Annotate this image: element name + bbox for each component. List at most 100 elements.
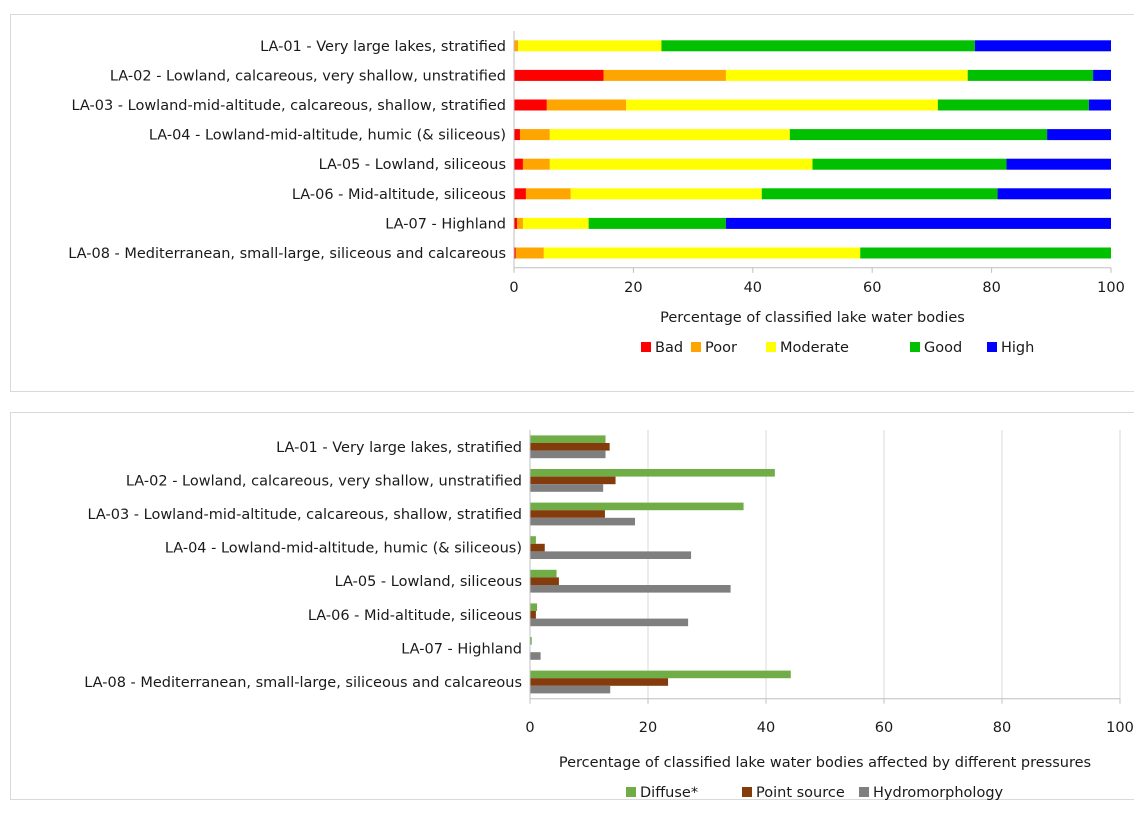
status-legend-swatch (910, 342, 920, 352)
status-bar-good (661, 40, 975, 52)
pressures-x-axis-title: Percentage of classified lake water bodi… (559, 755, 1091, 771)
status-x-tick-label: 60 (863, 280, 881, 296)
pressures-x-tick-label: 100 (1106, 720, 1134, 736)
status-bar-good (761, 188, 998, 200)
status-bar-poor (603, 69, 726, 81)
pressures-category-label: LA-03 - Lowland-mid-altitude, calcareous… (87, 507, 522, 523)
status-bar-bad (514, 158, 523, 170)
status-legend-label: Moderate (780, 340, 849, 356)
pressures-legend-swatch (626, 787, 636, 797)
status-bar-bad (514, 188, 526, 200)
status-bar-moderate (570, 188, 762, 200)
status-bar-moderate (549, 129, 790, 141)
pressures-bar-diffuse- (530, 637, 532, 645)
pressures-x-tick-label: 60 (875, 720, 893, 736)
pressures-bar-diffuse- (530, 603, 538, 611)
status-bar-high (1093, 69, 1111, 81)
pressures-bar-point-source (530, 443, 610, 451)
status-category-label: LA-04 - Lowland-mid-altitude, humic (& s… (149, 128, 506, 144)
pressures-bar-point-source (530, 678, 669, 686)
pressures-x-tick-label: 0 (525, 720, 534, 736)
status-bar-good (860, 247, 1111, 259)
status-x-tick-label: 0 (509, 280, 518, 296)
status-bar-moderate (522, 217, 589, 229)
status-legend-label: Bad (655, 340, 683, 356)
pressures-legend-label: Point source (756, 785, 845, 801)
pressures-x-tick-label: 20 (639, 720, 657, 736)
status-x-axis-title: Percentage of classified lake water bodi… (660, 310, 965, 326)
status-x-tick-label: 40 (744, 280, 762, 296)
status-legend-swatch (766, 342, 776, 352)
status-category-label: LA-03 - Lowland-mid-altitude, calcareous… (71, 98, 506, 114)
pressures-bar-point-source (530, 543, 545, 552)
status-bar-high (725, 217, 1111, 229)
pressures-legend-label: Diffuse* (640, 785, 698, 801)
pressures-bar-hydromorphology (530, 618, 689, 627)
status-legend-label: Poor (705, 340, 737, 356)
status-category-label: LA-05 - Lowland, siliceous (319, 157, 506, 173)
status-x-tick-label: 20 (624, 280, 642, 296)
pressures-bar-diffuse- (530, 469, 775, 477)
status-bar-bad (514, 69, 604, 81)
pressures-bar-hydromorphology (530, 450, 606, 459)
pressures-category-label: LA-05 - Lowland, siliceous (335, 574, 522, 590)
status-category-label: LA-07 - Highland (385, 216, 506, 232)
status-bar-poor (514, 40, 519, 52)
status-bar-moderate (543, 247, 861, 259)
pressures-bar-hydromorphology (530, 517, 636, 526)
pressures-bar-point-source (530, 611, 536, 619)
status-legend-swatch (641, 342, 651, 352)
status-category-label: LA-06 - Mid-altitude, siliceous (292, 187, 506, 203)
status-legend-label: Good (924, 340, 962, 356)
status-bar-good (789, 129, 1048, 141)
pressures-category-label: LA-02 - Lowland, calcareous, very shallo… (126, 473, 522, 489)
pressures-bar-hydromorphology (530, 484, 604, 492)
pressures-category-label: LA-07 - Highland (401, 641, 522, 657)
pressures-bar-diffuse- (530, 502, 744, 511)
pressures-bar-diffuse- (530, 536, 536, 544)
pressures-category-label: LA-06 - Mid-altitude, siliceous (308, 608, 522, 624)
status-bar-poor (515, 247, 544, 259)
pressures-x-tick-label: 40 (757, 720, 775, 736)
pressures-x-tick-label: 80 (993, 720, 1011, 736)
pressures-bar-hydromorphology (530, 585, 731, 593)
pressures-legend-swatch (859, 787, 869, 797)
status-bar-moderate (626, 99, 938, 111)
status-bar-high (1088, 99, 1111, 111)
status-bar-poor (525, 188, 571, 200)
pressures-bar-diffuse- (530, 435, 606, 443)
pressures-legend-label: Hydromorphology (873, 785, 1004, 801)
status-bar-poor (516, 217, 523, 229)
status-bar-high (974, 40, 1111, 52)
status-bar-moderate (549, 158, 813, 170)
pressures-bar-point-source (530, 577, 559, 585)
status-bar-high (997, 188, 1111, 200)
status-bar-good (812, 158, 1007, 170)
status-x-tick-label: 100 (1097, 280, 1125, 296)
status-legend-label: High (1001, 340, 1034, 356)
status-category-label: LA-01 - Very large lakes, stratified (260, 39, 506, 55)
pressures-bar-hydromorphology (530, 652, 541, 660)
status-legend-swatch (691, 342, 701, 352)
pressures-bar-point-source (530, 510, 605, 518)
status-bar-high (1006, 158, 1111, 170)
status-bar-good (588, 217, 726, 229)
status-bar-bad (514, 217, 517, 229)
pressures-bar-hydromorphology (530, 685, 611, 694)
pressures-bar-point-source (530, 476, 616, 485)
status-bar-bad (514, 99, 547, 111)
status-legend-swatch (987, 342, 997, 352)
status-bar-good (967, 69, 1094, 81)
pressures-bar-hydromorphology (530, 551, 692, 559)
status-bar-poor (546, 99, 627, 111)
status-bar-moderate (725, 69, 968, 81)
status-bar-bad (514, 129, 520, 141)
pressures-category-label: LA-04 - Lowland-mid-altitude, humic (& s… (165, 541, 522, 557)
status-bar-moderate (518, 40, 662, 52)
pressures-legend-swatch (742, 787, 752, 797)
pressures-bar-diffuse- (530, 569, 557, 578)
status-bar-poor (522, 158, 550, 170)
status-x-tick-label: 80 (982, 280, 1000, 296)
pressures-category-label: LA-01 - Very large lakes, stratified (276, 440, 522, 456)
